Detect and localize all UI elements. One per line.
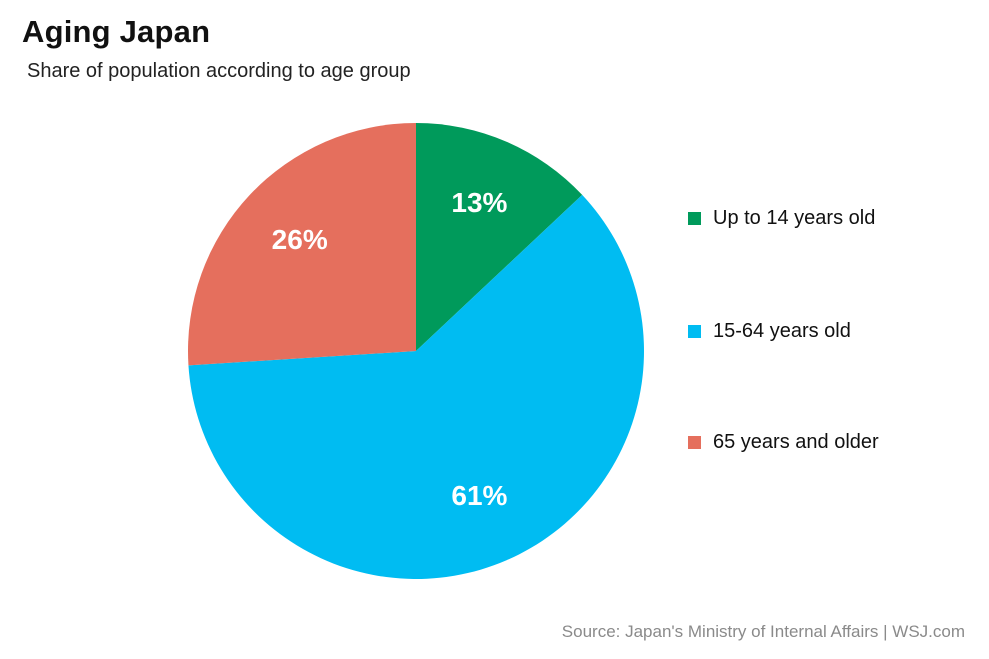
pie-slice-15-64 xyxy=(188,194,644,580)
pie-slice-up-to-14 xyxy=(416,123,583,351)
legend-item-65-and-older: 65 years and older xyxy=(688,429,918,456)
slice-label-65-and-older: 26% xyxy=(272,224,328,255)
chart-subtitle: Share of population according to age gro… xyxy=(27,60,411,82)
slice-label-up-to-14: 13% xyxy=(451,187,507,218)
legend-label-65-and-older: 65 years and older xyxy=(713,431,879,453)
legend-label-15-64: 15-64 years old xyxy=(713,320,851,342)
legend-swatch-65-and-older xyxy=(688,436,701,449)
chart-title: Aging Japan xyxy=(22,14,211,49)
slice-label-15-64: 61% xyxy=(451,480,507,511)
pie-slice-65-and-older xyxy=(187,123,416,366)
legend-label-up-to-14: Up to 14 years old xyxy=(713,207,876,229)
legend-swatch-up-to-14 xyxy=(688,212,701,225)
legend-item-15-64: 15-64 years old xyxy=(688,318,918,345)
legend-item-up-to-14: Up to 14 years old xyxy=(688,205,918,232)
legend-swatch-15-64 xyxy=(688,325,701,338)
source-note: Source: Japan's Ministry of Internal Aff… xyxy=(561,622,965,641)
